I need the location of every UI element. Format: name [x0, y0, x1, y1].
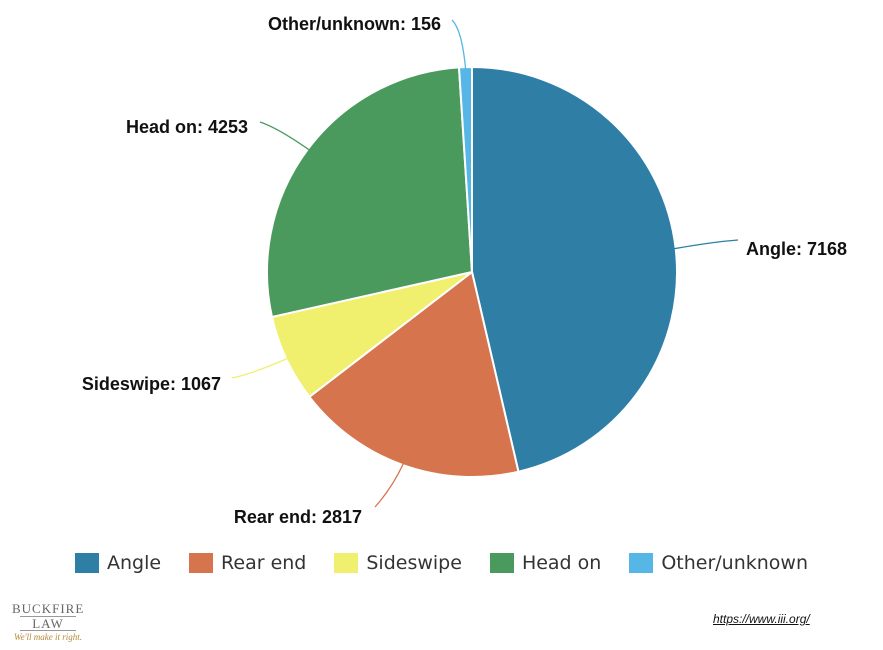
source-link[interactable]: https://www.iii.org/: [713, 612, 810, 626]
legend-label: Rear end: [221, 552, 307, 574]
logo-line-1: BUCKFIRE: [12, 601, 85, 616]
legend-swatch: [629, 553, 654, 573]
legend-item-angle[interactable]: Angle: [74, 552, 162, 574]
legend-label: Sideswipe: [366, 552, 462, 574]
legend-label: Angle: [106, 552, 162, 574]
leader-line: [259, 121, 310, 151]
leader-lines: [231, 19, 739, 508]
legend-swatch: [189, 553, 214, 573]
logo-line-2: LAW: [20, 616, 76, 631]
legend-label: Head on: [521, 552, 602, 574]
legend-label: Other/unknown: [661, 552, 809, 574]
data-label: Rear end: 2817: [234, 507, 362, 527]
slice-labels: Angle: 7168 Rear end: 2817 Sideswipe: 1067…: [82, 14, 847, 527]
legend-item-other-unknown[interactable]: Other/unknown: [629, 552, 808, 574]
pie-slice-head-on[interactable]: [266, 66, 474, 319]
data-label: Sideswipe: 1067: [82, 374, 221, 394]
legend-swatch: [489, 553, 514, 573]
buckfire-law-logo: BUCKFIRE LAW We'll make it right.: [12, 602, 84, 643]
legend-swatch: [74, 553, 99, 573]
pie-chart: Angle: 7168 Rear end: 2817 Sideswipe: 1067…: [82, 14, 847, 527]
data-label: Other/unknown: 156: [268, 14, 441, 34]
leader-line: [673, 239, 739, 250]
leader-line: [374, 462, 405, 508]
data-label: Head on: 4253: [126, 117, 248, 137]
data-label: Angle: 7168: [746, 239, 847, 259]
legend-item-head-on[interactable]: Head on: [489, 552, 602, 574]
logo-tagline: We'll make it right.: [13, 632, 83, 642]
pie-slices: [266, 65, 678, 479]
chart-legend: Angle Rear end Sideswipe Head on Other/u…: [0, 552, 883, 574]
leader-line: [231, 357, 289, 379]
legend-item-rear-end[interactable]: Rear end: [189, 552, 306, 574]
legend-item-sideswipe[interactable]: Sideswipe: [334, 552, 462, 574]
leader-line: [451, 19, 467, 70]
legend-swatch: [334, 553, 359, 573]
